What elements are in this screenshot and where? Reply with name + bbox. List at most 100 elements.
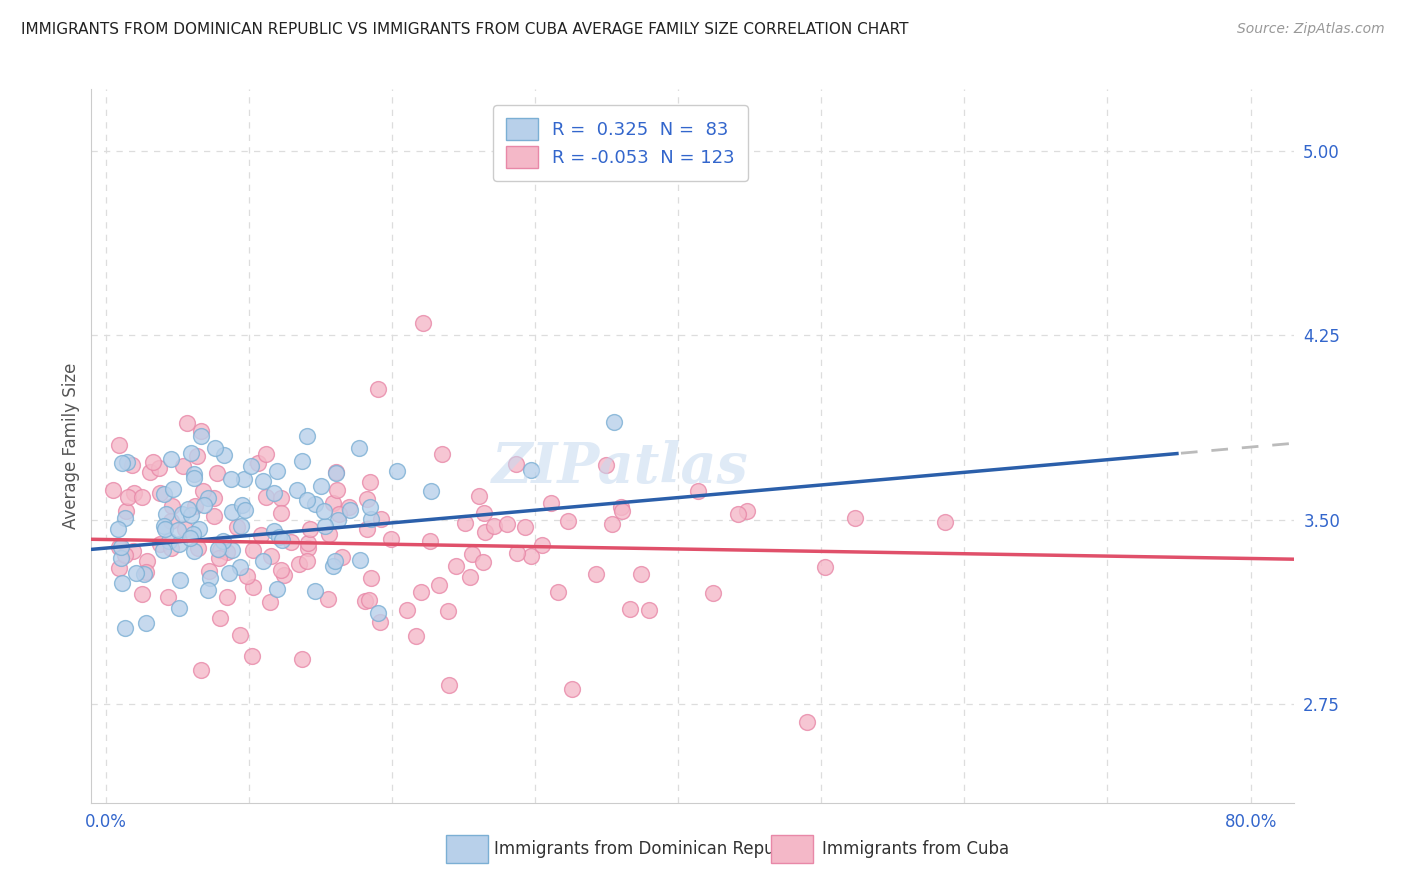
Point xyxy=(367,607,389,621)
Point xyxy=(176,416,198,430)
Point xyxy=(153,522,176,536)
Point xyxy=(295,553,318,567)
Point xyxy=(181,527,204,541)
Point xyxy=(297,541,319,555)
Point xyxy=(221,543,243,558)
Point xyxy=(190,429,212,443)
Point xyxy=(183,467,205,482)
Point xyxy=(198,564,221,578)
Point xyxy=(314,519,336,533)
Point xyxy=(229,519,252,533)
Point xyxy=(235,568,257,582)
Point xyxy=(225,519,247,533)
Point xyxy=(531,538,554,552)
Point xyxy=(297,535,319,549)
Point xyxy=(297,428,319,442)
Point xyxy=(612,503,634,517)
Point xyxy=(172,459,194,474)
Point xyxy=(395,603,418,617)
Point xyxy=(270,491,292,505)
Point xyxy=(595,458,617,472)
Point xyxy=(260,549,283,564)
Point xyxy=(727,507,749,521)
Point xyxy=(326,513,349,527)
Point xyxy=(474,525,496,540)
Point xyxy=(152,518,174,533)
Point xyxy=(125,566,148,580)
Point xyxy=(231,499,253,513)
Point xyxy=(155,507,177,521)
Point xyxy=(240,648,263,663)
Point xyxy=(409,584,432,599)
Point xyxy=(337,500,360,515)
Point xyxy=(134,567,156,582)
Point xyxy=(208,610,231,624)
Point xyxy=(121,544,143,558)
Point xyxy=(169,601,191,615)
Point xyxy=(339,503,361,517)
Point xyxy=(229,560,252,574)
Point xyxy=(312,504,335,518)
Point xyxy=(844,511,866,525)
Point xyxy=(291,652,314,666)
Point xyxy=(198,570,221,584)
Point xyxy=(202,491,225,505)
Text: Immigrants from Dominican Republic: Immigrants from Dominican Republic xyxy=(494,840,804,858)
Point xyxy=(430,447,453,461)
Point xyxy=(263,524,285,538)
Point xyxy=(122,486,145,500)
Point xyxy=(368,615,391,630)
Point xyxy=(585,567,607,582)
FancyBboxPatch shape xyxy=(446,835,488,863)
Point xyxy=(114,511,136,525)
Point xyxy=(370,512,392,526)
Point xyxy=(218,566,240,580)
Point xyxy=(148,537,170,551)
Point xyxy=(266,582,288,597)
Point xyxy=(354,593,377,607)
Point xyxy=(326,483,349,497)
Point xyxy=(187,522,209,536)
Point xyxy=(217,544,239,558)
Point xyxy=(547,584,569,599)
Point xyxy=(461,547,484,561)
Point xyxy=(177,502,200,516)
Point xyxy=(387,464,409,478)
Point xyxy=(157,590,180,604)
Point xyxy=(630,567,652,582)
Point xyxy=(419,533,441,548)
Point xyxy=(153,487,176,501)
Point xyxy=(254,447,277,461)
Point xyxy=(266,464,288,478)
Point xyxy=(204,442,226,456)
Point xyxy=(304,497,326,511)
Point xyxy=(111,456,134,470)
Point xyxy=(328,507,350,521)
Point xyxy=(101,483,124,498)
Point xyxy=(136,554,159,568)
Point xyxy=(135,565,157,579)
Point xyxy=(107,522,129,536)
Point xyxy=(207,467,229,481)
Point xyxy=(419,483,441,498)
Point xyxy=(207,542,229,557)
Point xyxy=(170,508,193,522)
Point xyxy=(115,454,138,468)
Point xyxy=(304,584,326,599)
Point xyxy=(160,514,183,528)
Point xyxy=(160,451,183,466)
Text: ZIPatlas: ZIPatlas xyxy=(492,440,749,495)
Point xyxy=(359,593,381,607)
Point xyxy=(162,482,184,496)
Point xyxy=(609,500,631,514)
Point xyxy=(472,506,495,520)
Point xyxy=(114,504,136,518)
Point xyxy=(167,537,190,551)
Point xyxy=(360,512,382,526)
Point xyxy=(229,628,252,642)
Point xyxy=(330,549,353,564)
Text: Immigrants from Cuba: Immigrants from Cuba xyxy=(823,840,1010,858)
Point xyxy=(254,490,277,504)
Point xyxy=(356,522,378,536)
Point xyxy=(160,499,183,513)
